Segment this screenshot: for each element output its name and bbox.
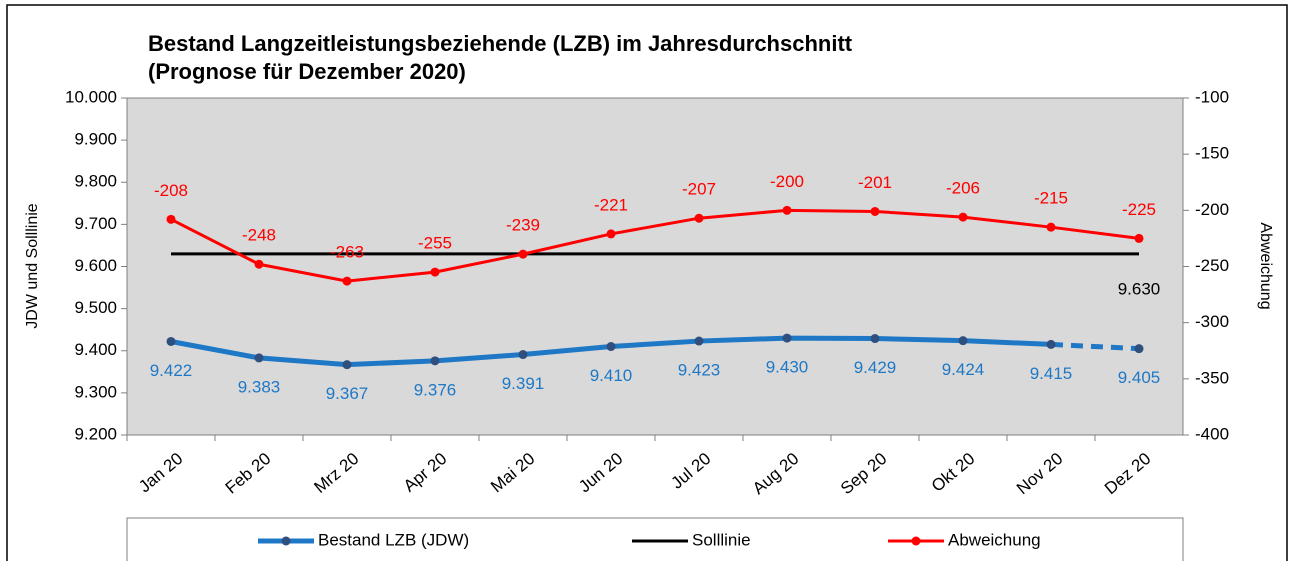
data-label: 9.423	[678, 361, 721, 380]
point	[1134, 233, 1144, 243]
y2-tick-label: -300	[1195, 312, 1229, 331]
data-label: 9.376	[414, 380, 457, 399]
data-label: 9.429	[854, 358, 897, 377]
point	[870, 206, 880, 216]
y2-tick-label: -400	[1195, 424, 1229, 443]
legend-marker	[911, 536, 921, 546]
data-label: 9.405	[1118, 368, 1161, 387]
y2-tick-label: -100	[1195, 87, 1229, 106]
y2-tick-label: -350	[1195, 368, 1229, 387]
y-tick-label: 9.300	[74, 382, 117, 401]
data-label: 9.410	[590, 366, 633, 385]
y-tick-label: 9.600	[74, 256, 117, 275]
plot-area	[126, 97, 1184, 436]
series-line	[170, 208, 1140, 283]
legend-label: Bestand LZB (JDW)	[318, 530, 469, 549]
data-label: -208	[154, 181, 188, 200]
data-label: 9.630	[1118, 279, 1161, 298]
y-axis-title: JDW und Solllinie	[24, 203, 41, 328]
point	[342, 360, 352, 370]
point	[1134, 344, 1144, 354]
point	[254, 353, 264, 363]
point	[606, 229, 616, 239]
data-label: -206	[946, 179, 980, 198]
point	[518, 350, 528, 360]
forecast-segment	[1050, 341, 1140, 352]
point	[166, 214, 176, 224]
data-label: -221	[594, 195, 628, 214]
data-label: -207	[682, 180, 716, 199]
point	[958, 336, 968, 346]
point	[1046, 339, 1056, 349]
point	[694, 213, 704, 223]
legend-marker	[281, 536, 291, 546]
data-label: -215	[1034, 189, 1068, 208]
y-tick-label: 9.400	[74, 340, 117, 359]
data-label: -239	[506, 216, 540, 235]
data-label: 9.367	[326, 384, 369, 403]
point	[782, 333, 792, 343]
data-label: -200	[770, 172, 804, 191]
data-label: -255	[418, 234, 452, 253]
y-tick-label: 10.000	[65, 87, 117, 106]
data-label: -263	[330, 243, 364, 262]
y2-axis-title: Abweichung	[1257, 222, 1274, 309]
data-label: 9.383	[238, 377, 281, 396]
y2-tick-label: -200	[1195, 200, 1229, 219]
point	[430, 356, 440, 366]
data-label: 9.391	[502, 374, 545, 393]
y-tick-label: 9.700	[74, 214, 117, 233]
point	[342, 276, 352, 286]
point	[518, 249, 528, 259]
point	[782, 205, 792, 215]
point	[870, 334, 880, 344]
chart-subtitle: (Prognose für Dezember 2020)	[148, 59, 466, 84]
chart-title: Bestand Langzeitleistungsbeziehende (LZB…	[148, 31, 853, 56]
y-tick-label: 9.200	[74, 424, 117, 443]
data-label: 9.422	[150, 361, 193, 380]
data-label: -248	[242, 226, 276, 245]
data-label: 9.424	[942, 360, 985, 379]
data-label: -201	[858, 173, 892, 192]
y-tick-label: 9.500	[74, 298, 117, 317]
y2-tick-label: -250	[1195, 256, 1229, 275]
y2-tick-label: -150	[1195, 144, 1229, 163]
point	[694, 336, 704, 346]
legend-label: Solllinie	[692, 530, 751, 549]
point	[606, 342, 616, 352]
point	[166, 336, 176, 346]
point	[430, 267, 440, 277]
data-label: 9.415	[1030, 364, 1073, 383]
point	[1046, 222, 1056, 232]
y-tick-label: 9.900	[74, 130, 117, 149]
point	[254, 259, 264, 269]
legend-label: Abweichung	[948, 530, 1041, 549]
point	[958, 212, 968, 222]
data-label: -225	[1122, 200, 1156, 219]
data-label: 9.430	[766, 358, 809, 377]
y-tick-label: 9.800	[74, 172, 117, 191]
